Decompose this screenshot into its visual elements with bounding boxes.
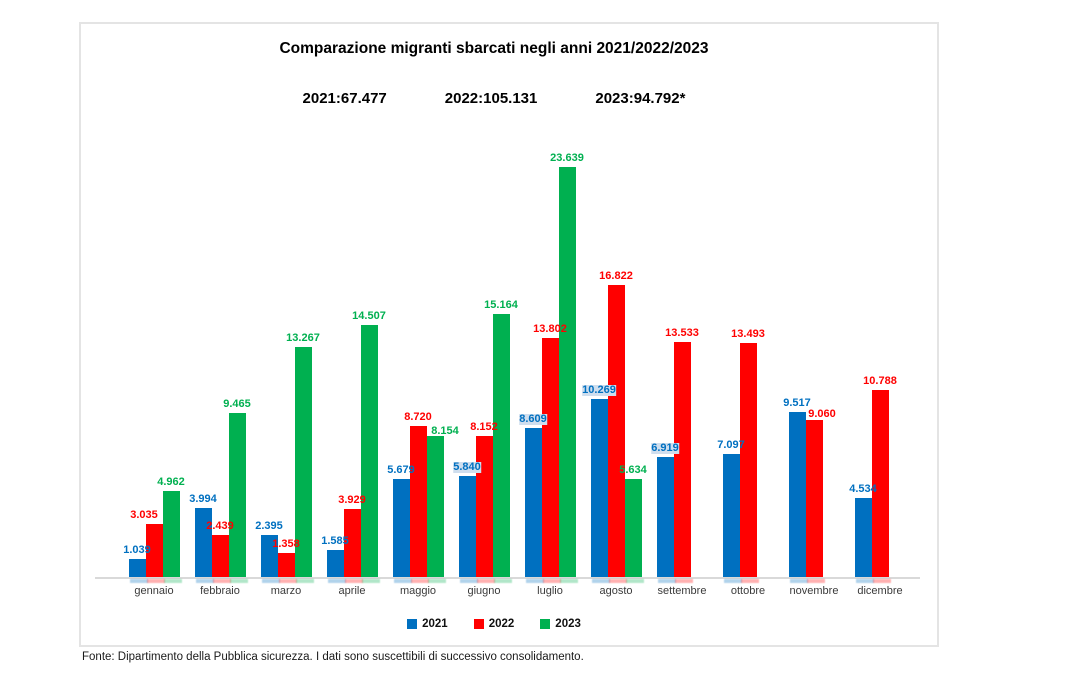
legend-item-2021: 2021: [407, 618, 448, 630]
bar-2022-luglio: [541, 337, 559, 577]
bar-label-2023-gennaio: 4.962: [157, 475, 185, 488]
x-axis-label-agosto: agosto: [599, 585, 633, 597]
legend: 2021 2022 2023: [79, 618, 909, 630]
bar-label-2023-aprile: 14.507: [352, 310, 386, 323]
legend-swatch-2023-icon: [540, 619, 551, 629]
bar-2021-luglio: [524, 427, 542, 577]
chart-title: Comparazione migranti sbarcati negli ann…: [279, 40, 709, 57]
x-axis-label-settembre: settembre: [657, 585, 707, 597]
bar-2023-aprile: [360, 325, 378, 577]
bar-label-2021-luglio: 8.609: [519, 412, 547, 425]
bar-label-2022-novembre: 9.060: [808, 407, 836, 420]
bar-label-2023-marzo: 13.267: [286, 331, 320, 344]
bar-2022-giugno: [475, 435, 493, 577]
x-axis-label-maggio: maggio: [399, 585, 437, 597]
bar-2022-dicembre: [871, 389, 889, 577]
bar-2022-novembre: [805, 419, 823, 577]
bar-label-2021-gennaio: 1.039: [123, 543, 151, 556]
plot-area: 1.039 3.994 2.395 1.585 5.679 5.840 8.609 10.26…: [95, 147, 925, 597]
bar-label-2022-gennaio: 3.035: [130, 509, 158, 522]
bar-2023-giugno: [492, 314, 510, 577]
bar-2021-settembre: [656, 457, 674, 577]
bar-2023-agosto: [624, 479, 642, 577]
x-axis-label-giugno: giugno: [467, 585, 501, 597]
x-axis-label-luglio: luglio: [537, 585, 563, 597]
bar-2021-aprile: [326, 549, 344, 577]
bar-2023-maggio: [426, 435, 444, 577]
bar-2021-giugno: [458, 475, 476, 577]
x-axis-label-dicembre: dicembre: [857, 585, 903, 597]
bar-label-2022-dicembre: 10.788: [863, 374, 897, 387]
total-2021: 2021:67.477: [302, 90, 387, 107]
source-footer: Fonte: Dipartimento della Pubblica sicur…: [82, 651, 584, 663]
x-axis-label-febbraio: febbraio: [200, 585, 240, 597]
x-axis-label-gennaio: gennaio: [134, 585, 174, 597]
x-axis-label-novembre: novembre: [789, 585, 839, 597]
bar-2021-gennaio: [128, 558, 146, 577]
bar-2023-febbraio: [228, 412, 246, 577]
legend-swatch-2021-icon: [407, 619, 418, 629]
x-axis-label-ottobre: ottobre: [730, 585, 766, 597]
bar-label-2021-agosto: 10.269: [582, 383, 616, 396]
bar-2022-maggio: [409, 425, 427, 577]
bar-2023-marzo: [294, 346, 312, 577]
bar-2021-febbraio: [194, 507, 212, 577]
bar-label-2023-febbraio: 9.465: [223, 397, 251, 410]
bar-label-2023-luglio: 23.639: [550, 152, 584, 164]
bar-2023-luglio: [558, 167, 576, 577]
legend-swatch-2022-icon: [473, 619, 484, 629]
total-2022: 2022:105.131: [444, 90, 538, 107]
bar-label-2022-giugno: 8.152: [470, 420, 498, 433]
bar-label-2021-novembre: 9.517: [783, 396, 811, 409]
bar-label-2021-dicembre: 4.534: [849, 483, 877, 496]
bar-label-2023-agosto: 5.634: [619, 464, 647, 477]
bar-label-2021-febbraio: 3.994: [189, 492, 217, 505]
bar-label-2022-maggio: 8.720: [404, 410, 432, 423]
bar-2022-agosto: [607, 285, 625, 577]
bar-2022-ottobre: [739, 342, 757, 577]
legend-item-2023: 2023: [540, 618, 581, 630]
bar-2023-gennaio: [162, 490, 180, 577]
bar-label-2021-ottobre: 7.097: [717, 438, 745, 451]
bar-2021-novembre: [788, 411, 806, 577]
legend-label-2023: 2023: [555, 618, 581, 630]
x-axis-line: [95, 577, 920, 579]
bar-label-2023-maggio: 8.154: [431, 424, 459, 437]
bar-2021-maggio: [392, 478, 410, 577]
bar-label-2022-agosto: 16.822: [599, 270, 633, 283]
bar-2022-marzo: [277, 553, 295, 577]
legend-label-2021: 2021: [422, 618, 448, 630]
bar-2021-dicembre: [854, 498, 872, 577]
legend-label-2022: 2022: [488, 618, 515, 630]
bar-label-2021-maggio: 5.679: [387, 463, 415, 476]
bar-2022-aprile: [343, 508, 361, 577]
total-2023: 2023:94.792*: [595, 90, 686, 107]
x-axis-label-aprile: aprile: [338, 585, 366, 597]
bar-label-2022-ottobre: 13.493: [731, 327, 765, 340]
bar-label-2022-marzo: 1.358: [272, 538, 300, 551]
bar-label-2021-aprile: 1.585: [321, 534, 349, 547]
bar-label-2022-settembre: 13.533: [665, 327, 699, 340]
year-totals-row: 2021:67.477 2022:105.131 2023:94.792*: [79, 90, 909, 107]
bar-2022-settembre: [673, 342, 691, 577]
bar-2021-marzo: [260, 535, 278, 577]
bar-2022-gennaio: [145, 524, 163, 577]
bar-label-2021-giugno: 5.840: [453, 460, 481, 473]
bar-label-2023-giugno: 15.164: [484, 299, 518, 311]
bar-label-2021-marzo: 2.395: [255, 520, 283, 533]
bar-label-2022-luglio: 13.802: [533, 322, 567, 335]
bar-2022-febbraio: [211, 534, 229, 577]
bar-label-2022-aprile: 3.929: [338, 493, 366, 506]
bar-2021-ottobre: [722, 453, 740, 577]
x-axis-label-marzo: marzo: [270, 585, 302, 597]
bar-2021-agosto: [590, 398, 608, 577]
bar-label-2022-febbraio: 2.439: [206, 519, 234, 532]
bar-label-2021-settembre: 6.919: [651, 442, 679, 454]
legend-item-2022: 2022: [473, 618, 515, 630]
